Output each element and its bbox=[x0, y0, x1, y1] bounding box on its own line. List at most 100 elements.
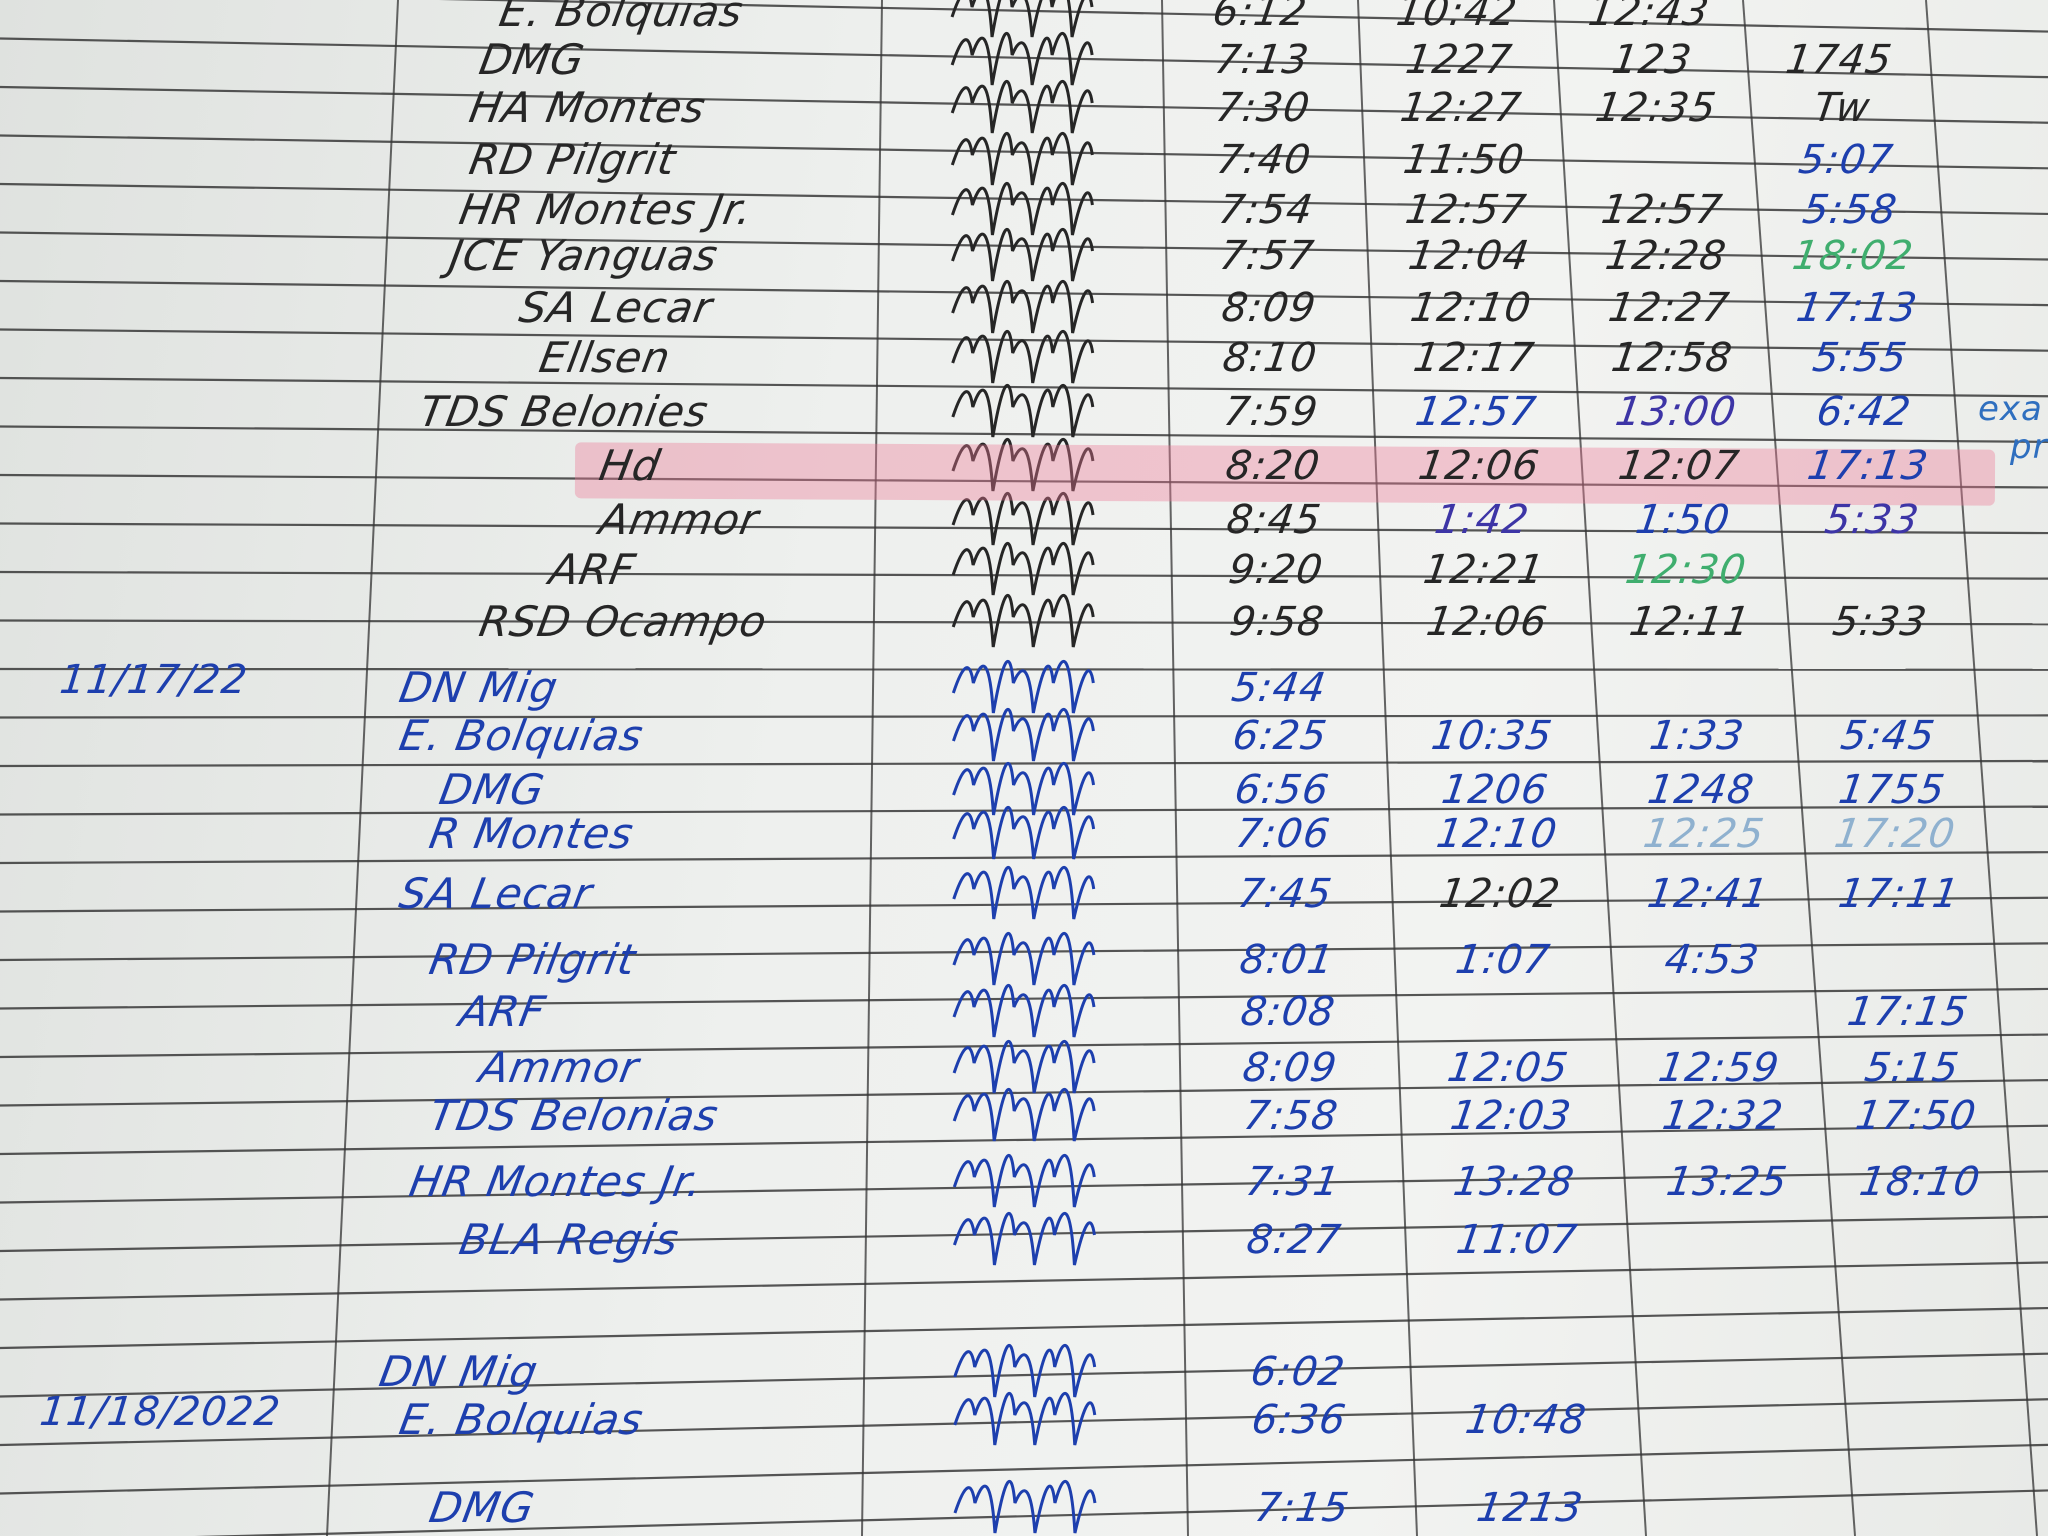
time-out-pm: 17:50 bbox=[1852, 1093, 1979, 1139]
employee-name: ARF bbox=[455, 987, 550, 1036]
signature bbox=[953, 1480, 1097, 1534]
time-in-am: 9:20 bbox=[1225, 547, 1326, 593]
time-in-pm: 1248 bbox=[1644, 767, 1758, 813]
time-out-pm: 5:45 bbox=[1837, 713, 1939, 759]
column-line bbox=[861, 0, 883, 1536]
ruled-line bbox=[0, 714, 2048, 719]
ruled-line bbox=[0, 1398, 2048, 1447]
signature bbox=[951, 594, 1095, 648]
signature bbox=[951, 660, 1095, 714]
time-out-am: 1213 bbox=[1473, 1485, 1587, 1531]
time-out-am: 12:27 bbox=[1397, 85, 1525, 131]
time-in-pm: 123 bbox=[1609, 37, 1696, 83]
employee-name: DMG bbox=[435, 765, 549, 814]
employee-name: HR Montes Jr. bbox=[405, 1157, 707, 1206]
time-out-am: 12:03 bbox=[1447, 1093, 1575, 1139]
time-out-am: 12:21 bbox=[1420, 547, 1548, 593]
employee-name: DN Mig bbox=[375, 1347, 543, 1396]
signature bbox=[952, 866, 1096, 920]
ruled-line bbox=[0, 619, 2048, 626]
employee-name: HA Montes bbox=[465, 83, 710, 132]
time-in-am: 6:36 bbox=[1249, 1397, 1350, 1443]
time-in-pm: 12:11 bbox=[1626, 599, 1754, 645]
column-line bbox=[1161, 0, 1189, 1536]
signature bbox=[951, 228, 1094, 282]
signature bbox=[952, 932, 1096, 986]
time-out-pm: 17:20 bbox=[1831, 811, 1959, 857]
margin-note: pr bbox=[2010, 427, 2048, 467]
time-out-pm: Tw bbox=[1811, 85, 1874, 131]
time-in-pm: 1:50 bbox=[1632, 497, 1734, 543]
signature bbox=[952, 1088, 1096, 1142]
time-in-am: 7:15 bbox=[1251, 1485, 1352, 1531]
employee-name: BLA Regis bbox=[455, 1215, 683, 1264]
time-out-am: 12:57 bbox=[1412, 389, 1540, 435]
ruled-line bbox=[0, 1261, 2048, 1301]
time-out-am: 13:28 bbox=[1450, 1159, 1578, 1205]
ruled-line bbox=[438, 0, 2048, 33]
time-out-am: 1:42 bbox=[1431, 497, 1532, 543]
ruled-line bbox=[0, 1352, 2048, 1398]
time-out-pm: 5:15 bbox=[1861, 1045, 1963, 1091]
time-in-am: 6:56 bbox=[1231, 767, 1332, 813]
employee-name: DMG bbox=[425, 1483, 539, 1532]
time-out-pm: 17:13 bbox=[1804, 443, 1932, 489]
ruled-line bbox=[0, 570, 2048, 580]
time-in-am: 7:54 bbox=[1215, 187, 1316, 233]
employee-name: E. Bolquias bbox=[495, 0, 748, 36]
ruled-line bbox=[0, 37, 2048, 79]
time-in-pm: 12:07 bbox=[1616, 443, 1743, 489]
time-in-am: 8:01 bbox=[1236, 937, 1337, 983]
employee-name: Ellsen bbox=[535, 333, 675, 382]
time-out-am: 12:06 bbox=[1423, 599, 1550, 645]
ruled-line bbox=[0, 667, 2048, 671]
employee-name: ARF bbox=[545, 545, 640, 594]
margin-note: exa bbox=[1978, 389, 2043, 429]
ruled-line bbox=[0, 942, 2048, 962]
time-out-am: 11:50 bbox=[1400, 137, 1528, 183]
time-in-pm: 12:58 bbox=[1608, 335, 1736, 381]
time-out-pm: 5:33 bbox=[1822, 497, 1923, 543]
ruled-line bbox=[0, 134, 2048, 170]
time-in-am: 7:30 bbox=[1212, 85, 1314, 131]
ruled-line bbox=[0, 231, 2048, 261]
ruled-line bbox=[0, 1124, 2048, 1156]
time-out-pm: 5:58 bbox=[1799, 187, 1900, 233]
employee-name: DMG bbox=[475, 35, 589, 84]
time-out-pm: 6:42 bbox=[1814, 389, 1915, 435]
time-in-am: 7:59 bbox=[1221, 389, 1322, 435]
signature bbox=[951, 330, 1095, 384]
ruled-line bbox=[0, 851, 2048, 865]
time-out-am: 10:35 bbox=[1428, 713, 1556, 759]
entry-date: 11/18/2022 bbox=[37, 1389, 283, 1435]
time-out-am: 12:02 bbox=[1436, 871, 1564, 917]
signature bbox=[952, 1040, 1096, 1094]
ruled-line bbox=[0, 1443, 2048, 1495]
time-out-pm: 5:55 bbox=[1810, 335, 1911, 381]
time-out-am: 12:06 bbox=[1415, 443, 1543, 489]
ruled-line bbox=[0, 759, 2048, 768]
time-in-pm: 12:28 bbox=[1602, 233, 1729, 279]
time-out-am: 10:42 bbox=[1393, 0, 1520, 35]
time-in-am: 7:06 bbox=[1232, 811, 1334, 857]
signature bbox=[951, 280, 1095, 334]
time-in-am: 7:40 bbox=[1214, 137, 1315, 183]
time-out-pm: 17:13 bbox=[1793, 285, 1921, 331]
employee-name: SA Lecar bbox=[515, 283, 717, 332]
time-in-pm: 1:33 bbox=[1647, 713, 1748, 759]
time-in-am: 8:45 bbox=[1224, 497, 1325, 543]
employee-name: E. Bolquias bbox=[395, 1395, 648, 1444]
time-in-pm: 12:35 bbox=[1592, 85, 1720, 131]
time-in-pm: 4:53 bbox=[1662, 937, 1763, 983]
employee-name: JCE Yanguas bbox=[445, 231, 723, 280]
ruled-line bbox=[0, 376, 2048, 398]
time-out-am: 10:48 bbox=[1462, 1397, 1590, 1443]
signature bbox=[951, 492, 1095, 546]
employee-name: RSD Ocampo bbox=[475, 597, 772, 646]
time-in-am: 7:13 bbox=[1211, 37, 1312, 83]
time-out-am: 12:17 bbox=[1410, 335, 1537, 381]
time-out-am: 12:10 bbox=[1433, 811, 1561, 857]
time-out-am: 1206 bbox=[1438, 767, 1551, 813]
